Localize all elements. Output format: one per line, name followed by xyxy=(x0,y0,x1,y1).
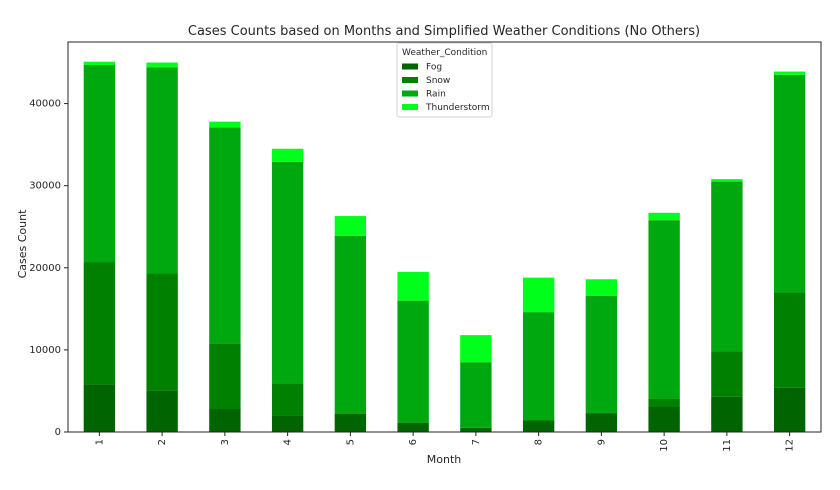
bar-rain-month-8 xyxy=(522,312,555,421)
y-axis-label: Cases Count xyxy=(16,209,29,279)
bar-fog-month-7 xyxy=(460,427,492,432)
legend-swatch-thunderstorm xyxy=(402,104,418,110)
bar-fog-month-4 xyxy=(271,415,304,432)
x-tick-label: 6 xyxy=(408,439,419,445)
bar-fog-month-2 xyxy=(146,390,178,432)
legend-label-rain: Rain xyxy=(426,90,446,100)
bar-rain-month-3 xyxy=(209,127,241,344)
bar-thunderstorm-month-3 xyxy=(209,121,241,128)
y-tick-label: 20000 xyxy=(29,263,61,274)
bar-rain-month-9 xyxy=(585,295,618,414)
bar-snow-month-12 xyxy=(773,292,806,388)
bar-rain-month-5 xyxy=(334,235,367,414)
x-tick-label: 7 xyxy=(471,439,482,445)
y-tick-label: 30000 xyxy=(29,181,61,192)
bar-thunderstorm-month-2 xyxy=(146,62,178,68)
bar-rain-month-1 xyxy=(83,64,116,263)
bar-rain-month-12 xyxy=(773,74,806,293)
bar-thunderstorm-month-8 xyxy=(522,277,555,313)
legend-entries: Fog Snow Rain Thunderstorm xyxy=(402,63,490,113)
legend-title: Weather_Condition xyxy=(402,48,487,58)
bar-snow-month-1 xyxy=(83,262,116,385)
bar-rain-month-4 xyxy=(271,161,304,384)
bar-rain-month-11 xyxy=(711,181,743,352)
x-tick-label: 5 xyxy=(345,439,356,445)
x-tick-label: 8 xyxy=(534,439,545,445)
legend-label-thunderstorm: Thunderstorm xyxy=(425,103,490,113)
bar-fog-month-5 xyxy=(334,413,367,432)
bars-layer xyxy=(83,61,806,432)
bar-snow-month-6 xyxy=(397,422,429,423)
x-tick-label: 10 xyxy=(659,439,670,452)
legend-label-fog: Fog xyxy=(426,63,442,73)
bar-fog-month-9 xyxy=(585,413,618,432)
bar-thunderstorm-month-4 xyxy=(271,148,304,162)
bar-thunderstorm-month-10 xyxy=(648,212,680,221)
bar-snow-month-4 xyxy=(271,383,304,416)
bar-rain-month-10 xyxy=(648,220,680,399)
legend-swatch-rain xyxy=(402,90,418,97)
bar-fog-month-8 xyxy=(522,420,555,432)
bar-snow-month-5 xyxy=(334,413,367,414)
bar-snow-month-3 xyxy=(209,343,241,410)
bar-rain-month-6 xyxy=(397,300,429,423)
x-tick-label: 3 xyxy=(220,439,231,445)
bar-snow-month-2 xyxy=(146,273,178,391)
bar-snow-month-11 xyxy=(711,351,743,397)
x-tick-label: 2 xyxy=(157,439,168,445)
legend-swatch-fog xyxy=(402,63,418,70)
legend-label-snow: Snow xyxy=(426,76,450,86)
bar-fog-month-6 xyxy=(397,422,429,432)
x-tick-label: 4 xyxy=(283,439,294,445)
plot-frame xyxy=(67,41,822,433)
bar-thunderstorm-month-5 xyxy=(334,216,367,236)
x-tick-label: 9 xyxy=(596,439,607,445)
bar-thunderstorm-month-12 xyxy=(773,71,806,75)
x-tick-label: 12 xyxy=(785,439,796,452)
x-tick-label: 1 xyxy=(94,439,105,445)
bar-thunderstorm-month-6 xyxy=(397,271,429,301)
bar-fog-month-3 xyxy=(209,409,241,432)
chart-title: Cases Counts based on Months and Simplif… xyxy=(188,24,700,39)
bar-rain-month-2 xyxy=(146,67,178,274)
bar-thunderstorm-month-9 xyxy=(585,279,618,296)
bar-fog-month-11 xyxy=(711,396,743,432)
bar-thunderstorm-month-11 xyxy=(711,179,743,182)
legend-box xyxy=(396,42,493,118)
bar-fog-month-1 xyxy=(83,384,116,432)
bar-rain-month-7 xyxy=(460,362,492,428)
bar-thunderstorm-month-1 xyxy=(83,61,116,65)
x-tick-label: 11 xyxy=(722,439,733,452)
legend: Weather_Condition Fog Snow Rain Thunderstor… xyxy=(396,42,493,118)
bar-snow-month-10 xyxy=(648,398,680,407)
bar-fog-month-10 xyxy=(648,406,680,432)
legend-swatch-snow xyxy=(402,77,418,83)
x-axis-label: Month xyxy=(427,453,462,466)
bar-fog-month-12 xyxy=(773,387,806,432)
y-tick-label: 10000 xyxy=(29,345,61,356)
bar-thunderstorm-month-7 xyxy=(460,335,492,363)
y-tick-label: 0 xyxy=(55,427,61,438)
y-tick-label: 40000 xyxy=(29,99,61,110)
